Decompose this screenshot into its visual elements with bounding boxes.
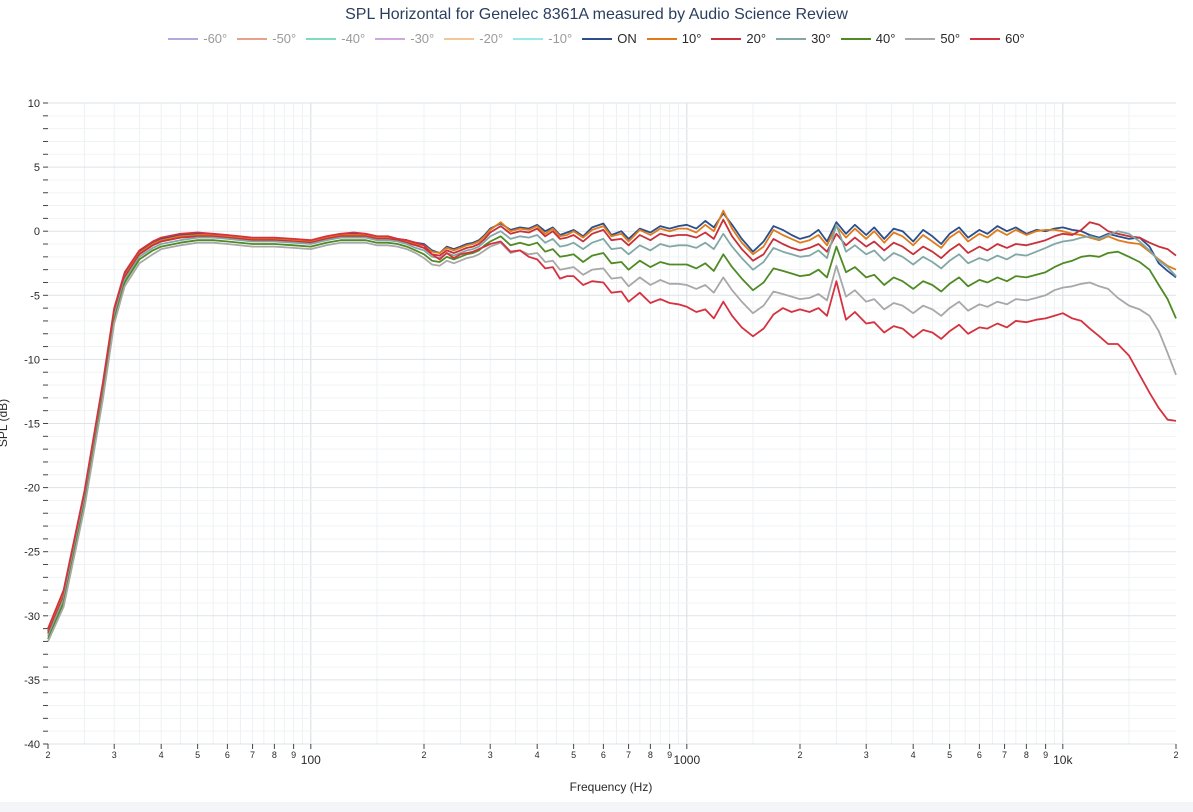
legend-label: 50° — [940, 31, 961, 46]
series-line-20deg[interactable] — [47, 218, 1177, 635]
x-tick-label: 4 — [535, 750, 540, 760]
legend-swatch — [776, 37, 807, 40]
legend-label: 60° — [1005, 31, 1025, 46]
x-tick-label: 2 — [1173, 750, 1178, 760]
x-tick-label: 2 — [45, 750, 50, 760]
legend-label: -40° — [341, 31, 366, 46]
x-tick-label: 2 — [421, 750, 426, 760]
series-line-ON[interactable] — [47, 212, 1177, 632]
legend-item[interactable]: 60° — [970, 31, 1025, 46]
x-tick-label: 8 — [272, 750, 277, 760]
legend-item[interactable]: -10° — [513, 31, 572, 46]
legend-item[interactable]: 10° — [646, 31, 702, 46]
x-tick-label: 3 — [864, 750, 869, 760]
axis-layer: 10 5 0 -5 -10 -15 -20 -25 -30 -35 -40 2 3 4 5 6 7 8 9 100 2 3… — [24, 98, 1178, 767]
x-tick-label: 100 — [301, 753, 321, 767]
y-tick-label: 5 — [34, 162, 40, 174]
series-line-10deg[interactable] — [47, 209, 1177, 633]
legend-swatch — [306, 37, 337, 40]
series-line-60deg[interactable] — [47, 231, 1177, 629]
legend-label: 20° — [746, 31, 767, 46]
y-tick-label: -5 — [30, 290, 40, 302]
legend-swatch — [582, 37, 613, 40]
series-line-30deg[interactable] — [47, 223, 1177, 637]
y-tick-label: -30 — [24, 611, 40, 623]
x-tick-label: 4 — [159, 750, 164, 760]
y-tick-label: -25 — [24, 547, 40, 559]
x-tick-label: 7 — [1002, 750, 1007, 760]
x-tick-label: 1000 — [673, 753, 700, 767]
x-tick-label: 5 — [571, 750, 576, 760]
x-tick-label: 10k — [1053, 753, 1073, 767]
legend-item[interactable]: ON — [582, 31, 637, 46]
legend-swatch — [168, 37, 199, 40]
legend-swatch — [711, 37, 742, 40]
x-axis-title: Frequency (Hz) — [570, 780, 653, 794]
legend-swatch — [513, 37, 544, 40]
x-tick-label: 6 — [977, 750, 982, 760]
legend-label: ON — [617, 31, 637, 46]
legend-swatch — [840, 37, 871, 40]
legend-label: -60° — [203, 31, 228, 46]
grid-layer — [48, 102, 1176, 745]
x-tick-label: 6 — [601, 750, 606, 760]
y-tick-label: 0 — [34, 226, 40, 238]
y-axis-title: SPL (dB) — [0, 399, 10, 447]
legend-item[interactable]: 20° — [711, 31, 766, 46]
legend-swatch — [237, 37, 268, 40]
legend-label: 10° — [681, 31, 702, 46]
x-tick-label: 5 — [195, 750, 200, 760]
series-layer — [47, 209, 1177, 642]
x-tick-label: 7 — [250, 750, 255, 760]
legend-item[interactable]: 40° — [840, 31, 896, 46]
x-tick-label: 8 — [648, 750, 653, 760]
x-tick-label: 9 — [291, 750, 296, 760]
x-tick-label: 2 — [797, 750, 802, 760]
y-tick-label: 10 — [28, 98, 40, 110]
y-tick-label: -35 — [24, 675, 40, 687]
legend-item[interactable]: -50° — [237, 31, 296, 46]
legend-swatch — [905, 37, 936, 40]
y-tick-label: -40 — [24, 739, 40, 751]
legend-item[interactable]: -60° — [168, 31, 227, 46]
x-tick-label: 5 — [947, 750, 952, 760]
series-line-50deg[interactable] — [47, 241, 1177, 642]
legend: -60° -50° -40° -30° -20° -10° ON 10° 20° 30° 40° 50… — [0, 31, 1193, 46]
legend-label: -20° — [479, 31, 504, 46]
y-tick-label: -15 — [24, 419, 40, 431]
legend-swatch — [646, 37, 677, 40]
legend-label: -50° — [272, 31, 297, 46]
x-tick-label: 7 — [626, 750, 631, 760]
bottom-strip — [0, 802, 1193, 812]
x-tick-label: 3 — [112, 750, 117, 760]
legend-label: -30° — [410, 31, 435, 46]
legend-label: -10° — [548, 31, 573, 46]
x-tick-label: 6 — [225, 750, 230, 760]
chart-title: SPL Horizontal for Genelec 8361A measure… — [345, 6, 848, 23]
x-tick-label: 8 — [1024, 750, 1029, 760]
legend-item[interactable]: -40° — [306, 31, 365, 46]
legend-item[interactable]: 50° — [905, 31, 960, 46]
x-tick-label: 9 — [667, 750, 672, 760]
legend-item[interactable]: 30° — [776, 31, 831, 46]
legend-label: 30° — [811, 31, 831, 46]
legend-item[interactable]: -30° — [375, 31, 434, 46]
legend-item[interactable]: -20° — [444, 31, 503, 46]
series-line-40deg[interactable] — [47, 235, 1177, 640]
x-tick-label: 4 — [911, 750, 916, 760]
legend-label: 40° — [875, 31, 896, 46]
legend-swatch — [444, 37, 475, 40]
legend-swatch — [970, 37, 1001, 40]
x-tick-label: 9 — [1043, 750, 1048, 760]
y-tick-label: -20 — [24, 483, 40, 495]
legend-swatch — [375, 37, 406, 40]
y-tick-label: -10 — [24, 354, 40, 366]
x-tick-label: 3 — [488, 750, 493, 760]
